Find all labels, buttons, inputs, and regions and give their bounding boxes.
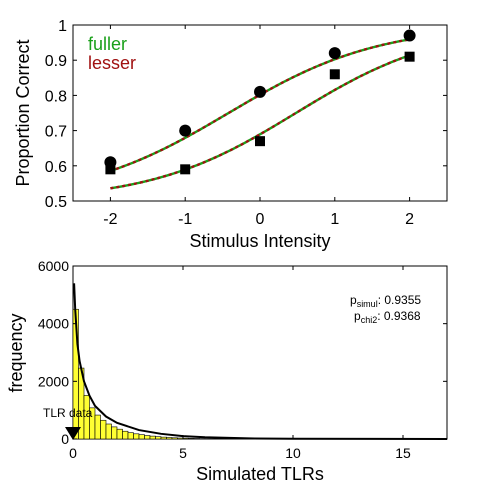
histogram-bar-11 (133, 433, 140, 440)
tlr-data-marker (65, 427, 81, 440)
top-x-tick-label-0: -2 (103, 211, 117, 228)
p-chi2-readout: pchi2: 0.9368 (354, 309, 421, 325)
top-plot-frame (72, 24, 448, 202)
histogram-bar-18 (171, 437, 178, 440)
histogram-bar-12 (138, 434, 145, 440)
data-point-square-3 (329, 69, 340, 80)
top-y-axis-ticks: 0.5 0.6 0.7 0.8 0.9 1 (45, 18, 447, 211)
data-point-circle-1 (179, 124, 192, 137)
histogram-bar-15 (155, 436, 162, 440)
top-y-tick-label-4: 0.9 (45, 53, 67, 70)
histogram-bar-7 (111, 426, 118, 440)
bottom-x-tick-label-2: 10 (285, 445, 301, 461)
histogram-bar-17 (166, 437, 173, 440)
p-simul-readout: psimul: 0.9355 (350, 293, 421, 309)
p-chi2-subscript: chi2 (361, 315, 378, 325)
tlr-histogram-chart: 0 5 10 15 0 2000 4000 6000 Simulated TLRs freq… (6, 258, 448, 484)
bottom-y-tick-label-0: 0 (61, 431, 69, 447)
histogram-bar-10 (127, 432, 134, 440)
data-point-square-1 (180, 164, 191, 175)
chi2-density-curve (73, 283, 448, 440)
top-x-tick-label-2: 0 (256, 211, 265, 228)
data-point-circle-4 (403, 29, 416, 42)
bottom-x-axis-ticks: 0 5 10 15 (69, 266, 411, 461)
top-y-tick-label-1: 0.6 (45, 159, 67, 176)
data-point-square-0 (105, 164, 116, 175)
data-points (104, 29, 416, 175)
bottom-x-axis-label: Simulated TLRs (196, 464, 324, 484)
data-point-circle-3 (328, 47, 341, 60)
top-y-tick-label-5: 1 (58, 18, 67, 35)
top-y-tick-label-3: 0.8 (45, 88, 67, 105)
top-x-tick-label-4: 2 (405, 211, 414, 228)
fit-curve-1-fuller (110, 54, 410, 190)
legend-entry-lesser: lesser (88, 53, 136, 73)
histogram-bar-9 (122, 430, 129, 440)
histogram-bar-6 (105, 423, 112, 440)
legend-entry-fuller: fuller (88, 34, 127, 54)
bottom-y-tick-label-1: 2000 (38, 373, 69, 389)
histogram-bar-22 (193, 438, 200, 440)
p-chi2-value: : 0.9368 (377, 309, 421, 323)
top-y-tick-label-0: 0.5 (45, 194, 67, 211)
bottom-y-axis-label: frequency (6, 313, 26, 392)
histogram-bar-5 (100, 419, 107, 440)
bottom-y-axis-ticks: 0 2000 4000 6000 (38, 258, 447, 447)
histogram-bar-13 (144, 435, 151, 440)
top-x-axis-label: Stimulus Intensity (189, 231, 330, 251)
data-point-circle-2 (254, 85, 266, 98)
bottom-x-tick-label-1: 5 (179, 445, 187, 461)
bottom-plot-frame (72, 265, 448, 440)
p-simul-label: p (350, 293, 357, 307)
psychometric-chart: -2 -1 0 1 2 0.5 0.6 0.7 0.8 0.9 1 Stimulus Intens… (13, 18, 448, 251)
histogram-bar-19 (177, 437, 184, 440)
top-x-tick-label-3: 1 (330, 211, 339, 228)
histogram-bar-16 (160, 436, 167, 440)
p-chi2-label: p (354, 309, 361, 323)
histogram-bar-4 (94, 414, 101, 440)
bottom-y-tick-label-2: 4000 (38, 316, 69, 332)
bottom-y-tick-label-3: 6000 (38, 258, 69, 274)
p-simul-value: : 0.9355 (378, 293, 422, 307)
histogram-bar-20 (182, 437, 189, 440)
bottom-x-tick-label-3: 15 (395, 445, 411, 461)
top-y-axis-label: Proportion Correct (13, 39, 33, 186)
p-simul-subscript: simul (357, 299, 378, 309)
top-y-tick-label-2: 0.7 (45, 124, 67, 141)
data-point-square-2 (255, 136, 265, 147)
histogram-bar-8 (116, 428, 123, 440)
histogram-bar-21 (188, 438, 195, 440)
top-x-axis-ticks: -2 -1 0 1 2 (103, 25, 414, 228)
histogram-bar-14 (149, 435, 156, 440)
bottom-x-tick-label-0: 0 (69, 445, 77, 461)
top-x-tick-label-1: -1 (178, 211, 192, 228)
data-point-square-4 (404, 51, 415, 62)
tlr-data-annotation: TLR data (43, 406, 93, 420)
